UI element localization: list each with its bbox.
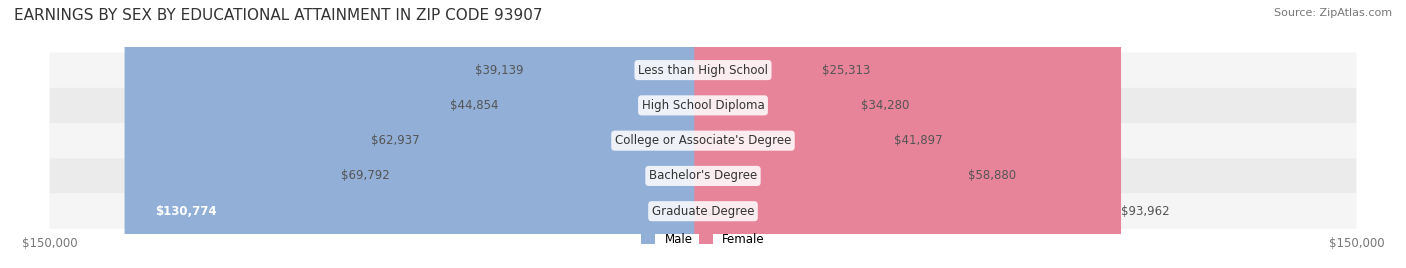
- Text: Source: ZipAtlas.com: Source: ZipAtlas.com: [1274, 8, 1392, 18]
- Text: $93,962: $93,962: [1121, 205, 1170, 218]
- Text: College or Associate's Degree: College or Associate's Degree: [614, 134, 792, 147]
- FancyBboxPatch shape: [499, 0, 711, 268]
- Text: $58,880: $58,880: [969, 169, 1017, 183]
- FancyBboxPatch shape: [524, 0, 711, 268]
- FancyBboxPatch shape: [695, 0, 894, 268]
- FancyBboxPatch shape: [49, 88, 1357, 123]
- Text: Less than High School: Less than High School: [638, 64, 768, 77]
- FancyBboxPatch shape: [49, 193, 1357, 229]
- FancyBboxPatch shape: [125, 0, 711, 268]
- Text: High School Diploma: High School Diploma: [641, 99, 765, 112]
- Text: Graduate Degree: Graduate Degree: [652, 205, 754, 218]
- FancyBboxPatch shape: [695, 0, 1121, 268]
- Text: EARNINGS BY SEX BY EDUCATIONAL ATTAINMENT IN ZIP CODE 93907: EARNINGS BY SEX BY EDUCATIONAL ATTAINMEN…: [14, 8, 543, 23]
- Text: $44,854: $44,854: [450, 99, 499, 112]
- Text: $69,792: $69,792: [342, 169, 391, 183]
- FancyBboxPatch shape: [420, 0, 711, 268]
- Text: $41,897: $41,897: [894, 134, 943, 147]
- Text: $130,774: $130,774: [155, 205, 217, 218]
- Text: $25,313: $25,313: [823, 64, 870, 77]
- Text: $62,937: $62,937: [371, 134, 420, 147]
- FancyBboxPatch shape: [695, 0, 860, 268]
- Legend: Male, Female: Male, Female: [637, 228, 769, 251]
- FancyBboxPatch shape: [49, 123, 1357, 158]
- Text: $39,139: $39,139: [475, 64, 524, 77]
- FancyBboxPatch shape: [695, 0, 823, 268]
- Text: Bachelor's Degree: Bachelor's Degree: [650, 169, 756, 183]
- FancyBboxPatch shape: [695, 0, 969, 268]
- FancyBboxPatch shape: [49, 158, 1357, 193]
- FancyBboxPatch shape: [391, 0, 711, 268]
- FancyBboxPatch shape: [49, 53, 1357, 88]
- Text: $34,280: $34,280: [860, 99, 910, 112]
